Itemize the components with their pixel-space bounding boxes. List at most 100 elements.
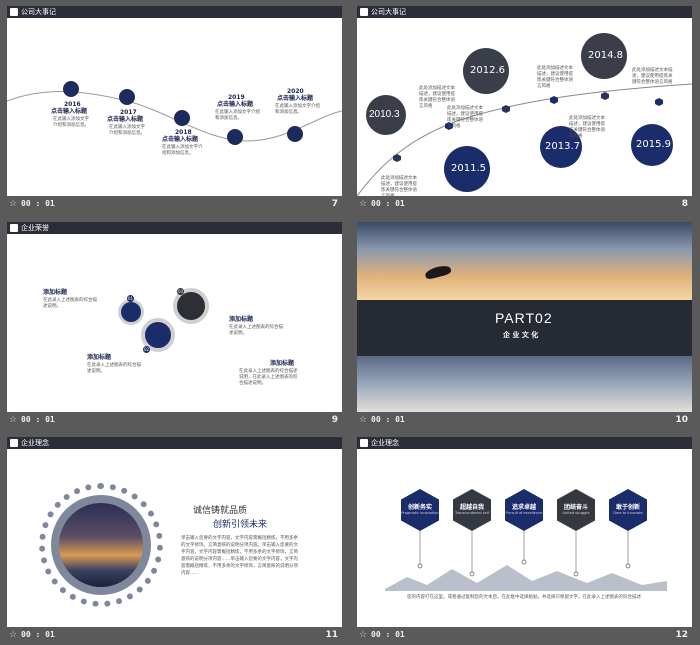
header-icon xyxy=(10,224,18,232)
slide-canvas: 企业荣誉 01 02 03 添加标题 在此录入上述图表的综合描述说明。 添加标题… xyxy=(7,222,342,412)
year-bubble-label: 2011.5 xyxy=(451,163,486,174)
slide-meta: ☆ 00 : 01 9 xyxy=(7,412,342,432)
honor-desc: 在此录入上述图表的综合描述说明。 xyxy=(229,325,283,336)
bubble-desc: 此处添加描述文本描述，建议使用提炼关键符合整体语言风格 xyxy=(381,176,417,196)
headline-2: 创新引领未来 xyxy=(213,520,268,530)
honor-desc: 在此录入上述图表的综合描述说明。 xyxy=(87,363,141,374)
hex-subtitle: Pursuit of excellence xyxy=(505,511,543,515)
honor-desc: 在此录入上述图表的综合描述说明，在此录入上述图表的综合描述说明。 xyxy=(239,369,298,386)
headline-1: 诚信铸就品质 xyxy=(193,506,248,516)
slide-number: 11 xyxy=(325,630,338,640)
tick-ring xyxy=(39,483,163,607)
header-title: 公司大事记 xyxy=(371,8,406,16)
milestone-title: 点击输入标题 xyxy=(51,108,88,115)
slide-canvas: PART02 企 业 文 化 xyxy=(357,222,692,412)
honor-title: 添加标题 xyxy=(270,360,295,367)
honor-desc: 在此录入上述图表的综合描述说明。 xyxy=(43,298,97,309)
timeline-curve xyxy=(357,83,692,196)
badge-num: 01 xyxy=(127,295,135,302)
star-icon[interactable]: ☆ xyxy=(9,630,18,640)
hex-subtitle: Pragmatic innovation xyxy=(401,511,439,515)
year-bubble xyxy=(631,124,673,166)
honor-title: 添加标题 xyxy=(87,354,112,361)
milestone-year: 2019 xyxy=(228,94,245,101)
hex-subtitle: United struggle xyxy=(562,511,590,515)
cloud-photo-bottom xyxy=(357,356,692,412)
milestone-year: 2018 xyxy=(175,129,192,136)
year-bubble xyxy=(444,146,490,192)
slide-number: 9 xyxy=(331,415,338,425)
bubble-desc: 此处添加描述文本描述，建议使用提炼关键符合整体语言风格 xyxy=(632,68,673,85)
part-subtitle: 企 业 文 化 xyxy=(503,331,539,339)
hex-subtitle: Dare to innovate xyxy=(613,511,643,515)
connector-lines xyxy=(385,531,667,591)
star-icon[interactable]: ☆ xyxy=(359,199,368,209)
milestone-title: 点击输入标题 xyxy=(107,116,144,123)
hex-title: 团结奋斗 xyxy=(563,504,588,511)
slide-header: 企业理念 xyxy=(357,437,692,449)
milestone-title: 点击输入标题 xyxy=(162,136,199,143)
slide-number: 12 xyxy=(675,630,688,640)
header-icon xyxy=(10,8,18,16)
header-title: 企业荣誉 xyxy=(21,224,49,232)
milestone-desc: 在此输入添加文字介绍和添加信息。 xyxy=(109,125,145,136)
milestone-icon-2017 xyxy=(119,89,135,105)
milestone-desc: 在此输入添加文字介绍和添加信息。 xyxy=(162,145,203,156)
bubble-desc: 此处添加描述文本描述，建议使用提炼关键符合整体语言风格 xyxy=(537,66,573,89)
year-bubble xyxy=(540,126,582,168)
slide-number: 8 xyxy=(681,199,688,209)
year-bubble xyxy=(463,48,509,94)
part-label: PART02 xyxy=(495,310,553,326)
transition-time: 00 : 01 xyxy=(21,415,55,424)
honor-circle-03 xyxy=(173,288,209,324)
milestone-year: 2016 xyxy=(64,101,81,108)
bubble-desc: 此处添加描述文本描述，建议使用提炼关键符合整体语言风格 xyxy=(419,86,455,109)
bubble-desc: 此处添加描述文本描述，建议使用提炼关键符合整体语言风格 xyxy=(447,106,483,129)
badge-num: 02 xyxy=(143,346,151,353)
honor-circle-01 xyxy=(118,299,144,325)
hex-title: 创新务实 xyxy=(407,504,432,511)
milestone-title: 点击输入标题 xyxy=(277,95,314,102)
slide-canvas: 公司大事记 2010.3 2011.5 2012.6 2013.7 2014.8… xyxy=(357,6,692,196)
star-icon[interactable]: ☆ xyxy=(359,630,368,640)
star-icon[interactable]: ☆ xyxy=(9,415,18,425)
transition-time: 00 : 01 xyxy=(21,630,55,639)
slide-number: 10 xyxy=(675,415,688,425)
year-bubble-label: 2015.9 xyxy=(636,139,671,150)
header-title: 企业理念 xyxy=(371,439,399,447)
hex-title: 敢于创新 xyxy=(615,504,640,511)
value-hex-2: 超越自我 Transcendental self xyxy=(453,489,491,531)
star-icon[interactable]: ☆ xyxy=(9,199,18,209)
slide-canvas: 公司大事记 2016 点击输入标题 在此输入添加文字介绍和添加信息。 2017 … xyxy=(7,6,342,196)
slide-header: 企业荣誉 xyxy=(7,222,342,234)
milestone-desc: 在此输入添加文字介绍和添加信息。 xyxy=(275,104,320,115)
sky-photo-top xyxy=(357,222,692,300)
year-bubble-label: 2012.6 xyxy=(470,65,505,76)
honor-title: 添加标题 xyxy=(229,316,254,323)
milestone-icon-2016 xyxy=(63,81,79,97)
milestone-year: 2017 xyxy=(120,109,137,116)
year-bubble xyxy=(581,33,627,79)
title-band xyxy=(357,300,692,356)
year-bubble-label: 2010.3 xyxy=(369,109,400,120)
slide-meta: ☆ 00 : 01 10 xyxy=(357,412,692,432)
value-hex-1: 创新务实 Pragmatic innovation xyxy=(401,489,439,531)
slide-meta: ☆ 00 : 01 12 xyxy=(357,627,692,645)
year-bubble xyxy=(366,95,406,135)
transition-time: 00 : 01 xyxy=(371,199,405,208)
milestone-year: 2020 xyxy=(287,88,304,95)
header-icon xyxy=(10,439,18,447)
star-icon[interactable]: ☆ xyxy=(359,415,368,425)
bubble-desc: 此处添加描述文本描述，建议使用提炼关键符合整体语言风格 xyxy=(569,116,605,139)
header-title: 企业理念 xyxy=(21,439,49,447)
header-icon xyxy=(360,439,368,447)
milestone-desc: 在此输入添加文字介绍和添加信息。 xyxy=(215,110,260,121)
transition-time: 00 : 01 xyxy=(371,630,405,639)
slide-meta: ☆ 00 : 01 11 xyxy=(7,627,342,645)
slide-header: 企业理念 xyxy=(7,437,342,449)
transition-time: 00 : 01 xyxy=(21,199,55,208)
hex-title: 追求卓越 xyxy=(511,504,536,511)
milestone-icon-2018 xyxy=(174,110,190,126)
slide-canvas: 企业理念 创新务实 Pragmatic innovation 超越自我 Tran… xyxy=(357,437,692,627)
year-bubble-label: 2014.8 xyxy=(588,50,623,61)
